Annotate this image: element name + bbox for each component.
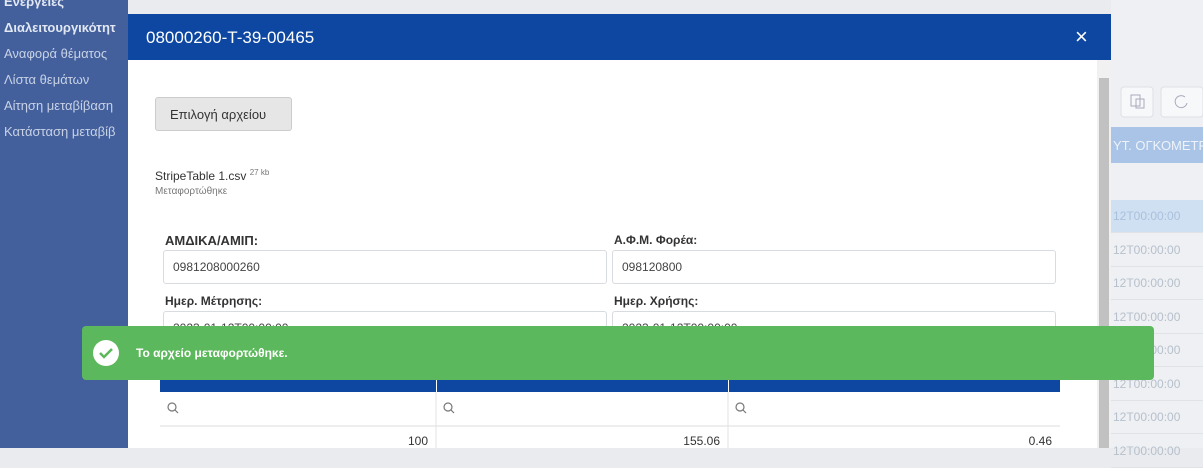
background-row: 12T00:00:00 (1111, 234, 1203, 267)
toolbar (1120, 86, 1203, 118)
sidebar-item: Ενεργειες (4, 0, 65, 9)
sidebar-item: Λίστα θεμάτων (4, 72, 90, 87)
background-row: 12T00:00:00 (1111, 200, 1203, 233)
background-row: 12T00:00:00 (1111, 267, 1203, 300)
page: Ενεργειες Διαλειτουργικότητ Αναφορά θέματο… (0, 0, 1203, 458)
file-button[interactable]: Επιλογή αρχείου (155, 97, 292, 131)
scrollbar (1097, 60, 1111, 448)
toast: Το αρχείο μεταφορτώθηκε. (82, 326, 1154, 380)
background-row: 12T00:00:00 (1111, 435, 1203, 468)
file-status: Μεταφορτώθηκε (155, 186, 228, 197)
field-label: ΑΜΔΙΚΑ/ΑΜΙΠ: (165, 233, 259, 248)
modal-header: 08000260-T-39-00465 × (128, 14, 1111, 60)
sidebar: Ενεργειες Διαλειτουργικότητ Αναφορά θέματο… (0, 0, 128, 448)
sidebar-item: Κατάσταση μεταβίβ (4, 124, 116, 139)
field-label: Α.Φ.Μ. Φορέα: (614, 233, 698, 247)
background-row: 12T00:00:00 (1111, 401, 1203, 434)
background-row: 12T00:00:00 (1111, 368, 1203, 401)
sidebar-item: Αναφορά θέματος (4, 46, 108, 61)
column-header: ΥΤ. ΟΓΚΟΜΕΤΡ (1111, 127, 1203, 163)
toast-message: Το αρχείο μεταφορτώθηκε. (136, 346, 288, 360)
file-size: 27 kb (249, 168, 270, 177)
modal: 08000260-T-39-00465 × Επιλογή αρχείου St… (128, 14, 1111, 448)
table-cell: 100 (407, 434, 428, 448)
table-cell: 155.06 (683, 434, 720, 448)
modal-title: 08000260-T-39-00465 (146, 28, 315, 47)
background-row: 12T00:00:00 (1111, 301, 1203, 334)
field-label: Ημερ. Μέτρησης: (165, 294, 263, 308)
table-cell: 0.46 (1028, 434, 1052, 448)
scroll-thumb (1099, 78, 1109, 448)
file-name-text: StripeTable 1.csv (155, 169, 247, 183)
sidebar-item: Διαλειτουργικότητ (4, 20, 116, 35)
field-input: 0981208000260 (163, 250, 607, 284)
field-input: 098120800 (612, 250, 1056, 284)
sidebar-item: Αίτηση μεταβίβαση (4, 98, 114, 113)
check-icon (93, 340, 119, 366)
field-label: Ημερ. Χρήσης: (614, 294, 699, 308)
table-body (160, 392, 1060, 448)
file-name: StripeTable 1.csv 27 kb (155, 168, 269, 183)
close-button[interactable]: × (1075, 24, 1088, 49)
